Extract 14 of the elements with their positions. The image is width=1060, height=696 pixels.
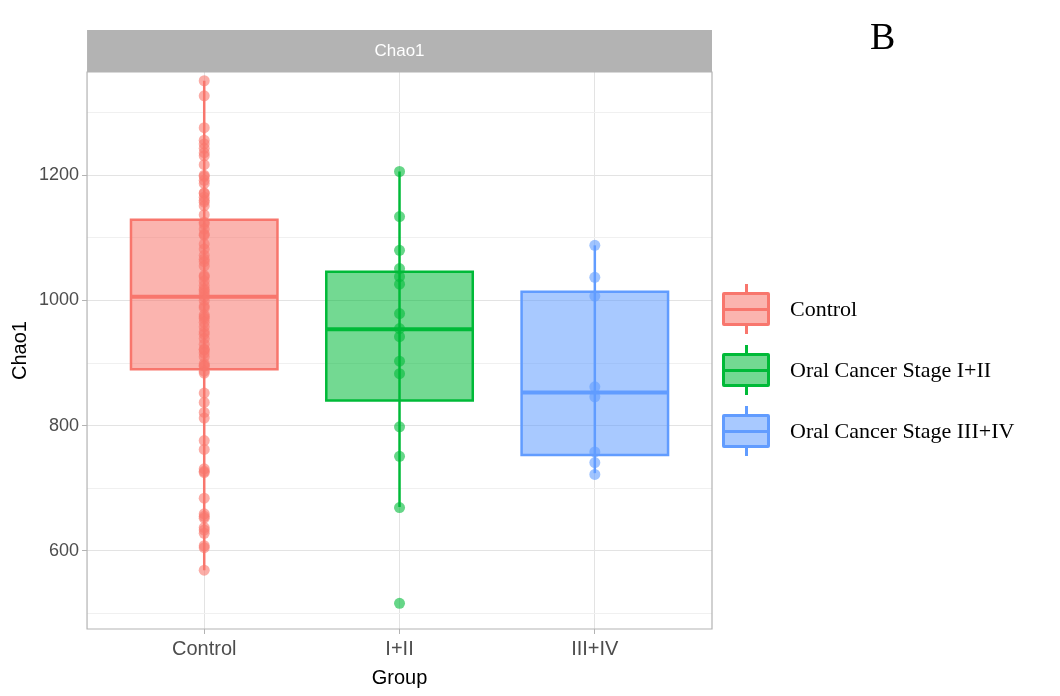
- x-tick-label: III+IV: [571, 636, 620, 659]
- legend-label: Oral Cancer Stage III+IV: [790, 417, 1015, 444]
- y-tick-label: 1000: [39, 289, 80, 310]
- y-tick-label: 800: [49, 414, 80, 435]
- legend-label: Control: [790, 295, 858, 322]
- y-tick-label: 600: [49, 539, 80, 560]
- x-tick-label: I+II: [385, 636, 414, 659]
- y-axis-title: Chao1: [7, 321, 30, 380]
- legend-label: Oral Cancer Stage I+II: [790, 356, 992, 383]
- chart-title: Chao1: [374, 40, 425, 60]
- y-tick-label: 1200: [39, 164, 80, 185]
- text: B: [870, 14, 896, 58]
- x-tick-label: Control: [171, 636, 237, 659]
- x-axis-title: Group: [371, 665, 428, 688]
